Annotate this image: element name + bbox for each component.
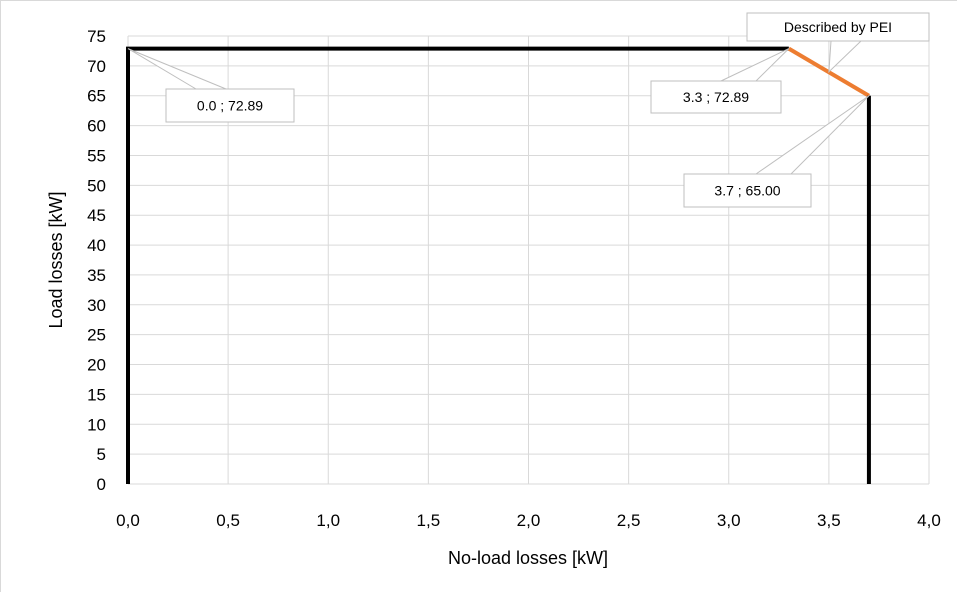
y-tick-label: 20 <box>87 356 106 375</box>
y-tick-label: 40 <box>87 236 106 255</box>
callout-box <box>165 88 295 123</box>
y-tick-label: 10 <box>87 415 106 434</box>
x-tick-label: 3,0 <box>717 511 741 530</box>
data-label: Described by PEI <box>784 19 892 35</box>
x-tick-label: 2,5 <box>617 511 641 530</box>
data-label: 0.0 ; 72.89 <box>197 98 263 114</box>
y-tick-label: 30 <box>87 296 106 315</box>
ticks-layer: 0 5 10 15 20 25 30 35 40 45 50 55 60 65 70 75 0,0 0,5 1,0 1… <box>87 27 941 530</box>
y-tick-label: 55 <box>87 146 106 165</box>
callout-leader <box>720 48 790 82</box>
data-label: 3.7 ; 65.00 <box>714 183 780 199</box>
callout-leader <box>127 48 227 90</box>
x-tick-label: 4,0 <box>917 511 941 530</box>
y-tick-label: 70 <box>87 57 106 76</box>
y-tick-label: 60 <box>87 117 106 136</box>
x-tick-label: 2,0 <box>517 511 541 530</box>
callout-leader <box>828 40 863 74</box>
y-tick-label: 15 <box>87 385 106 404</box>
x-tick-label: 3,5 <box>817 511 841 530</box>
y-tick-label: 50 <box>87 176 106 195</box>
y-axis-title: Load losses [kW] <box>46 191 66 328</box>
x-axis-title: No-load losses [kW] <box>448 548 608 568</box>
y-tick-label: 0 <box>97 475 106 494</box>
y-tick-label: 25 <box>87 326 106 345</box>
y-tick-label: 35 <box>87 266 106 285</box>
x-tick-label: 0,0 <box>116 511 140 530</box>
data-label: 3.3 ; 72.89 <box>683 89 749 105</box>
x-tick-label: 1,5 <box>417 511 441 530</box>
grid-layer <box>127 35 930 485</box>
y-tick-label: 65 <box>87 87 106 106</box>
y-tick-label: 75 <box>87 27 106 46</box>
callout-box <box>746 12 930 42</box>
x-tick-label: 0,5 <box>216 511 240 530</box>
y-tick-label: 5 <box>97 445 106 464</box>
callout-box <box>683 173 812 208</box>
x-tick-label: 1,0 <box>316 511 340 530</box>
callout-layer: 0.0 ; 72.89 3.3 ; 72.89 3.7 ; 65.00 Describ… <box>127 12 930 208</box>
callout-box <box>650 80 782 114</box>
y-tick-label: 45 <box>87 206 106 225</box>
